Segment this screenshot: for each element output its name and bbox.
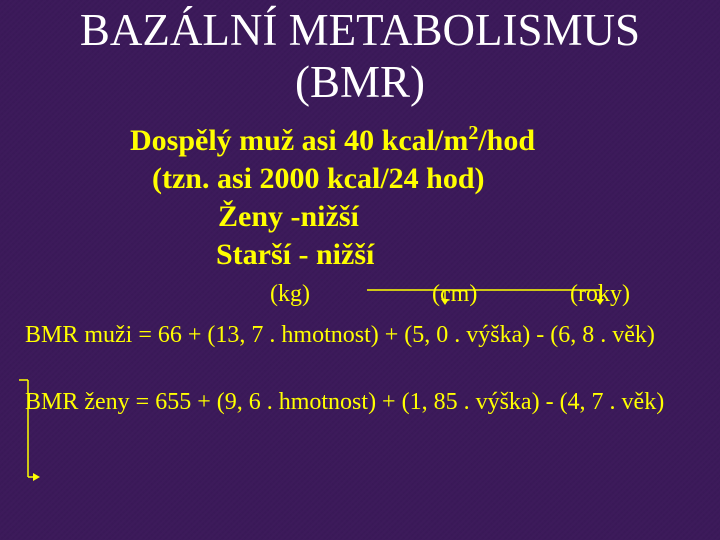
formula-men: BMR muži = 66 + (13, 7 . hmotnost) + (5,…: [25, 322, 720, 349]
bullet-1-sup: 2: [468, 122, 478, 144]
bullet-line-3: Ženy -nižší: [130, 199, 720, 235]
unit-roky: (roky): [570, 281, 630, 308]
bullet-1-suffix: /hod: [478, 124, 535, 157]
bullet-block: Dospělý muž asi 40 kcal/m2/hod (tzn. asi…: [130, 121, 720, 273]
formula-women: BMR ženy = 655 + (9, 6 . hmotnost) + (1,…: [25, 389, 720, 416]
bullet-1-prefix: Dospělý muž asi 40 kcal/m: [130, 124, 468, 157]
bullet-line-1: Dospělý muž asi 40 kcal/m2/hod: [130, 121, 720, 159]
bullet-line-4: Starší - nižší: [130, 237, 720, 273]
title-line-1: BAZÁLNÍ METABOLISMUS: [80, 5, 640, 55]
unit-kg: (kg): [270, 281, 310, 308]
title-line-2: (BMR): [295, 57, 425, 107]
units-row: (kg) (cm) (roky): [0, 281, 720, 316]
slide-title: BAZÁLNÍ METABOLISMUS (BMR): [0, 0, 720, 109]
bullet-line-2: (tzn. asi 2000 kcal/24 hod): [130, 161, 720, 197]
unit-cm: (cm): [432, 281, 477, 308]
